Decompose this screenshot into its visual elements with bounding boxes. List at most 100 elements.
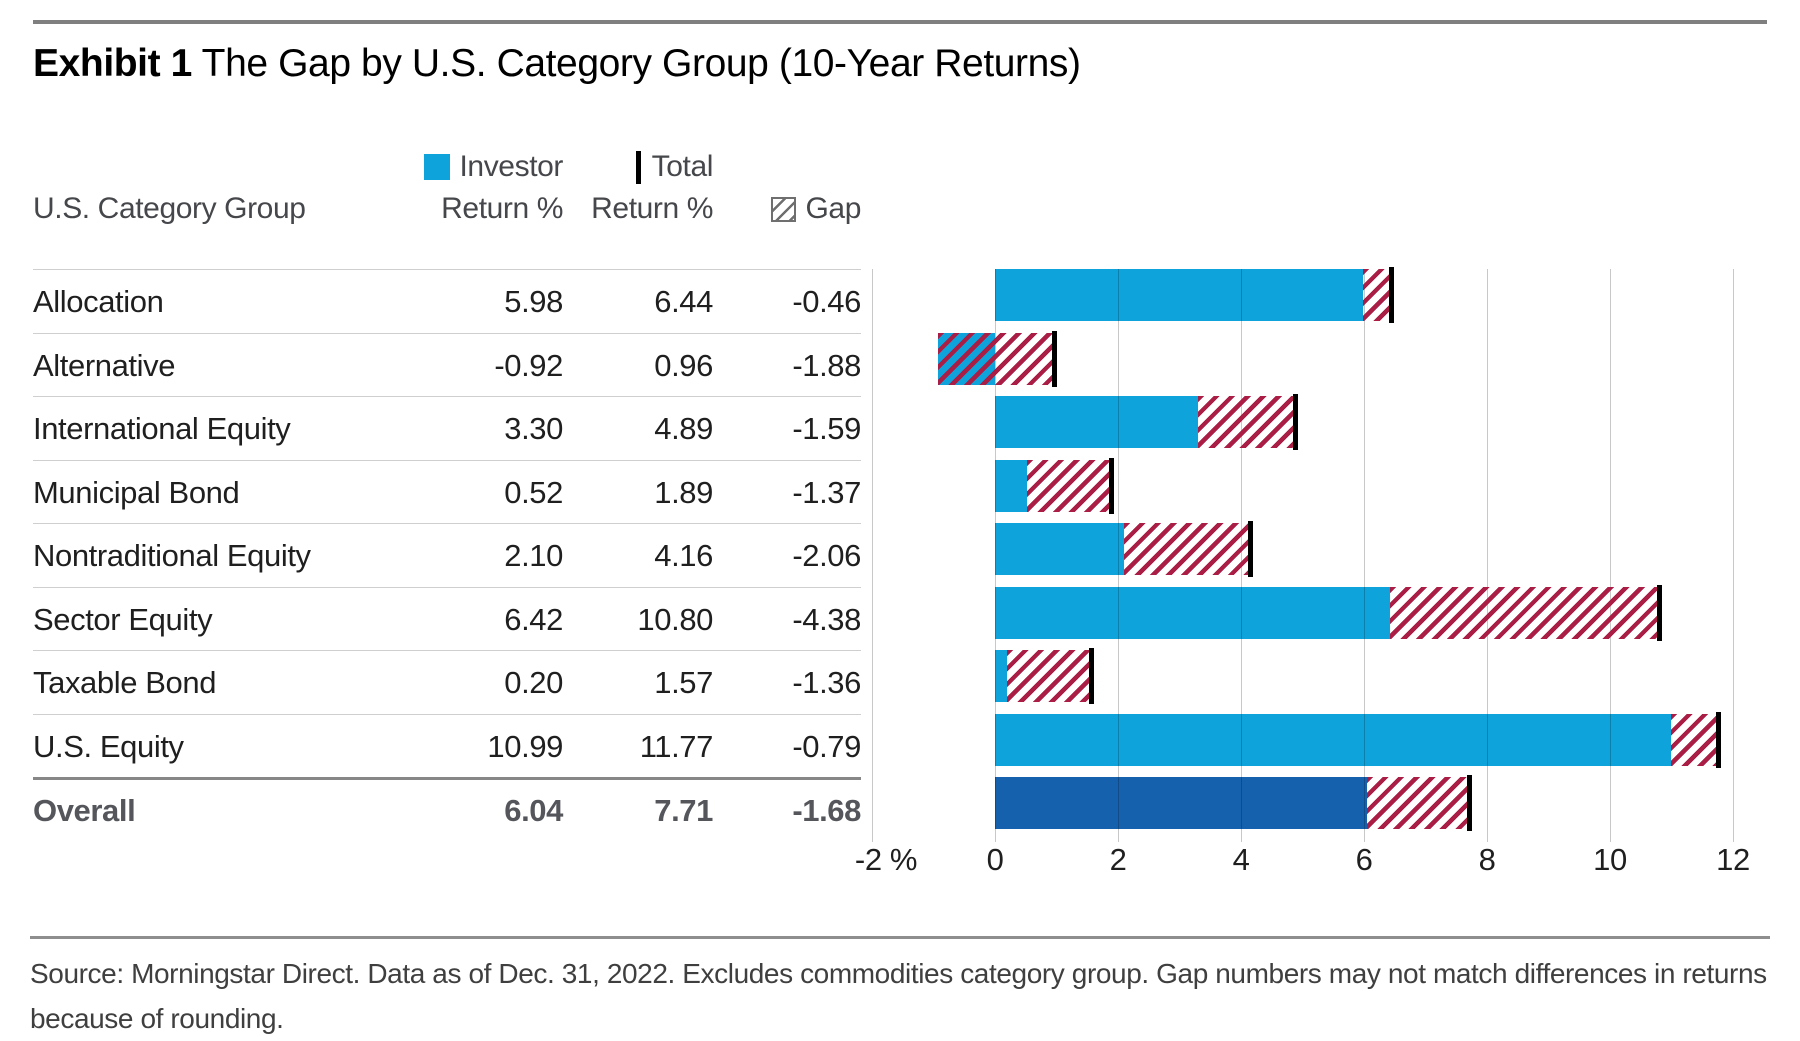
total-return-tick-marker	[1716, 712, 1722, 768]
exhibit-number-label: Exhibit 1	[33, 42, 192, 85]
investor-bar	[995, 650, 1008, 702]
total-return-cell: 1.89	[654, 474, 713, 510]
table-row: Taxable Bond 0.20 1.57 -1.36	[33, 650, 861, 714]
legend-gap-label: Gap	[805, 192, 861, 225]
x-axis-tick-label: 8	[1478, 842, 1496, 877]
exhibit-title-text: The Gap by U.S. Category Group (10-Year …	[191, 42, 1081, 85]
x-axis-tick-label: 10	[1593, 842, 1627, 877]
gap-hatch-bar	[1366, 777, 1470, 829]
x-axis-tick-label: 6	[1355, 842, 1373, 877]
x-axis-tick-label: 4	[1232, 842, 1250, 877]
page-title: Exhibit 1 The Gap by U.S. Category Group…	[33, 42, 1081, 86]
table-row: Overall 6.04 7.71 -1.68	[33, 777, 861, 841]
gap-hatch-swatch-icon	[771, 196, 797, 222]
x-axis-tick-label: 0	[986, 842, 1004, 877]
gridline	[1487, 269, 1488, 842]
investor-bar	[995, 714, 1671, 766]
category-name-cell: Overall	[33, 792, 136, 828]
table-row: U.S. Equity 10.99 11.77 -0.79	[33, 714, 861, 778]
legend-gap: Gap	[771, 189, 861, 229]
total-return-cell: 10.80	[637, 601, 713, 637]
investor-bar	[995, 587, 1390, 639]
category-name-cell: International Equity	[33, 410, 291, 446]
investor-bar	[995, 269, 1363, 321]
gap-cell: -1.36	[792, 664, 861, 700]
column-header-investor-return: Return %	[441, 189, 563, 229]
category-name-cell: Nontraditional Equity	[33, 537, 311, 573]
gap-hatch-bar	[1197, 396, 1296, 448]
gridline	[872, 269, 873, 842]
table-row: Sector Equity 6.42 10.80 -4.38	[33, 587, 861, 651]
gap-hatch-bar	[1007, 650, 1092, 702]
footnote-line1: Source: Morningstar Direct. Data as of D…	[30, 958, 1767, 989]
table-row: Municipal Bond 0.52 1.89 -1.37	[33, 460, 861, 524]
total-return-tick-marker	[1089, 648, 1095, 704]
category-name-cell: Sector Equity	[33, 601, 213, 637]
legend-total-label-line1: Total	[651, 150, 714, 183]
total-return-cell: 6.44	[654, 283, 713, 319]
total-return-tick-marker	[1656, 585, 1662, 641]
total-return-tick-marker	[1051, 331, 1057, 387]
gridline	[995, 269, 996, 842]
total-return-cell: 1.57	[654, 664, 713, 700]
category-name-cell: Alternative	[33, 347, 176, 383]
total-return-tick-marker	[1108, 458, 1114, 514]
total-return-cell: 4.89	[654, 410, 713, 446]
total-return-tick-icon	[635, 150, 641, 184]
legend-investor-label-line2: Return %	[441, 192, 563, 225]
gap-hatch-bar	[938, 333, 1054, 385]
gap-hatch-bar	[1670, 714, 1719, 766]
category-name-cell: Municipal Bond	[33, 474, 240, 510]
gap-hatch-bar	[1389, 587, 1660, 639]
column-header-category-group: U.S. Category Group	[33, 189, 306, 229]
gap-hatch-bar	[1027, 460, 1112, 512]
investor-return-cell: 0.52	[504, 474, 563, 510]
investor-return-cell: 3.30	[504, 410, 563, 446]
gap-cell: -4.38	[792, 601, 861, 637]
total-return-tick-marker	[1248, 521, 1254, 577]
total-return-cell: 7.71	[654, 792, 713, 828]
total-return-cell: 0.96	[654, 347, 713, 383]
gap-cell: -0.46	[792, 283, 861, 319]
investor-return-cell: 5.98	[504, 283, 563, 319]
gap-cell: -0.79	[792, 728, 861, 764]
category-group-header-label: U.S. Category Group	[33, 192, 306, 225]
footnote-line2: because of rounding.	[30, 1003, 284, 1034]
table-row: Nontraditional Equity 2.10 4.16 -2.06	[33, 523, 861, 587]
investor-return-cell: 2.10	[504, 537, 563, 573]
investor-return-cell: -0.92	[494, 347, 563, 383]
table-row: International Equity 3.30 4.89 -1.59	[33, 396, 861, 460]
legend-total-label-line2: Return %	[591, 192, 713, 225]
gap-cell: -1.37	[792, 474, 861, 510]
gap-cell: -2.06	[792, 537, 861, 573]
investor-return-cell: 10.99	[487, 728, 563, 764]
legend-investor-return: Investor	[424, 147, 563, 187]
source-footnote: Source: Morningstar Direct. Data as of D…	[30, 951, 1770, 1041]
gridline	[1733, 269, 1734, 842]
category-name-cell: U.S. Equity	[33, 728, 184, 764]
gap-cell: -1.59	[792, 410, 861, 446]
x-axis-tick-label: 12	[1716, 842, 1750, 877]
category-name-cell: Taxable Bond	[33, 664, 217, 700]
category-name-cell: Allocation	[33, 283, 164, 319]
investor-bar	[995, 460, 1027, 512]
table-row: Allocation 5.98 6.44 -0.46	[33, 269, 861, 333]
investor-return-cell: 6.42	[504, 601, 563, 637]
gridline	[1364, 269, 1365, 842]
total-return-cell: 11.77	[639, 728, 714, 764]
investor-bar	[995, 523, 1125, 575]
legend-total-return: Total	[635, 147, 714, 187]
investor-bar	[995, 396, 1198, 448]
top-divider-rule	[33, 20, 1767, 24]
gap-cell: -1.88	[792, 347, 861, 383]
investor-return-cell: 0.20	[504, 664, 563, 700]
total-return-tick-marker	[1466, 775, 1472, 831]
footer-divider-rule	[30, 936, 1770, 939]
investor-return-cell: 6.04	[504, 792, 563, 828]
table-row: Alternative -0.92 0.96 -1.88	[33, 333, 861, 397]
x-axis-tick-label: 2	[1109, 842, 1127, 877]
gap-cell: -1.68	[792, 792, 861, 828]
gap-bar-chart: -2 % 0 2 4 6 8 10 12	[855, 267, 1750, 909]
gap-hatch-bar	[1124, 523, 1251, 575]
